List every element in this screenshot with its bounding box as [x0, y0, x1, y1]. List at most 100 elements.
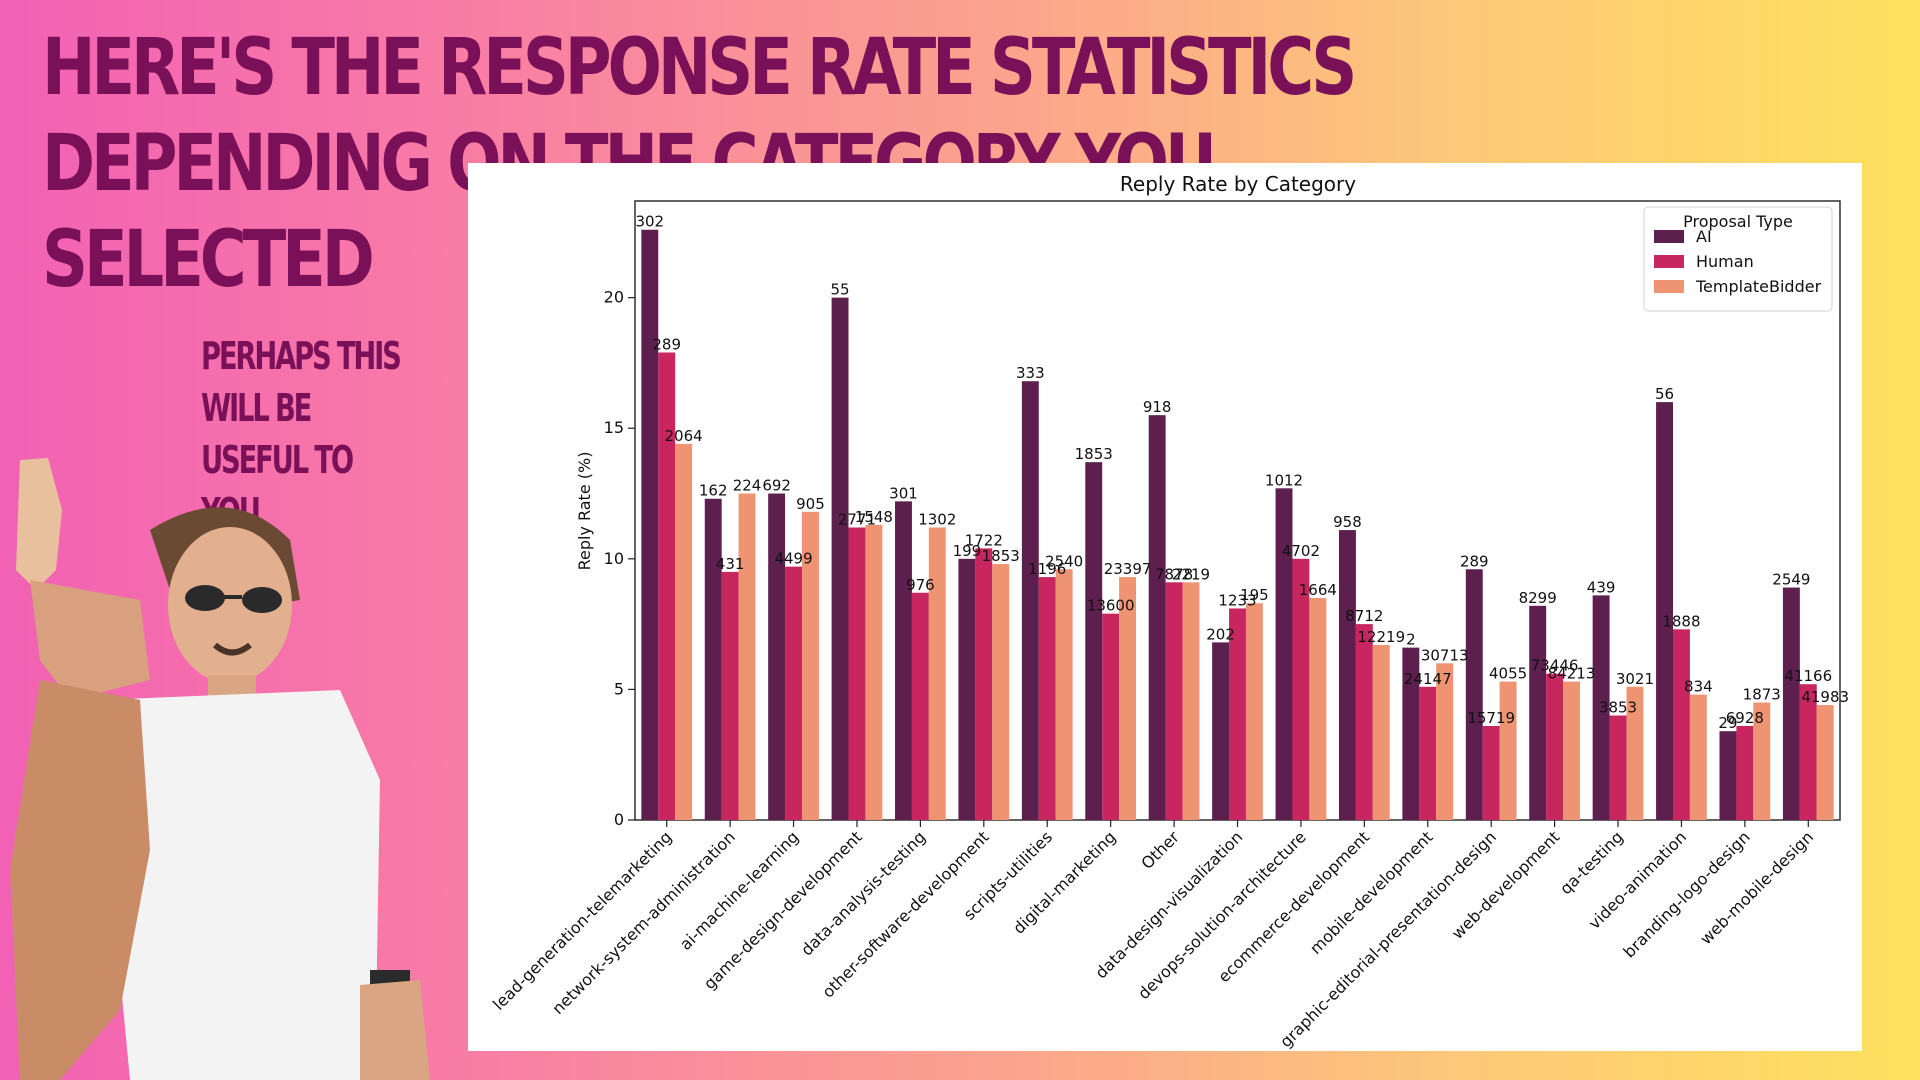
data-label: 2219 — [1172, 565, 1210, 583]
data-label: 1196 — [1028, 560, 1066, 578]
bar-ai-web-development — [1529, 605, 1547, 820]
data-label: 439 — [1587, 578, 1616, 596]
data-label: 4055 — [1489, 665, 1527, 683]
bar-ai-ecommerce-development — [1338, 530, 1356, 820]
data-label: 73446 — [1531, 657, 1579, 675]
x-tick-label: web-development — [1448, 827, 1564, 943]
x-axis: lead-generation-telemarketingnetwork-sys… — [489, 820, 1817, 1051]
bar-human-devops-solution-architecture — [1292, 558, 1310, 820]
bar-templatebidder-digital-marketing — [1119, 577, 1137, 820]
x-tick-label: mobile-development — [1306, 827, 1437, 958]
data-label: 301 — [889, 484, 918, 502]
legend-swatch — [1654, 280, 1684, 293]
y-tick-label: 15 — [604, 418, 624, 437]
data-label: 7878 — [1155, 565, 1193, 583]
bar-ai-qa-testing — [1592, 595, 1610, 820]
data-label: 84213 — [1548, 665, 1596, 683]
data-label: 29 — [1718, 714, 1737, 732]
data-label: 289 — [652, 335, 681, 353]
data-label: 1873 — [1743, 685, 1781, 703]
data-label: 333 — [1016, 364, 1045, 382]
legend-title: Proposal Type — [1683, 212, 1793, 231]
data-label: 2771 — [838, 510, 876, 528]
bar-ai-graphic-editorial-presentation-design — [1465, 569, 1483, 820]
data-label: 2549 — [1772, 571, 1810, 589]
data-label: 958 — [1333, 513, 1362, 531]
bar-human-scripts-utilities — [1038, 577, 1056, 820]
data-label: 8299 — [1519, 589, 1557, 607]
data-label: 30713 — [1421, 646, 1469, 664]
bar-ai-devops-solution-architecture — [1275, 488, 1293, 820]
bar-templatebidder-network-system-administration — [738, 493, 756, 820]
data-label: 56 — [1655, 385, 1674, 403]
bar-templatebidder-other-software-development — [992, 564, 1010, 820]
data-label: 23397 — [1104, 560, 1152, 578]
data-label: 195 — [1240, 586, 1269, 604]
y-axis-label: Reply Rate (%) — [575, 452, 594, 571]
data-label: 8712 — [1345, 607, 1383, 625]
data-label: 224 — [733, 477, 762, 495]
data-label: 918 — [1143, 398, 1172, 416]
bar-templatebidder-branding-logo-design — [1753, 702, 1771, 820]
bar-human-game-design-development — [848, 527, 866, 820]
legend-swatch — [1654, 230, 1684, 243]
x-tick-label: web-mobile-design — [1696, 827, 1817, 948]
slide-subhead: Perhaps this will be useful to you — [201, 334, 402, 534]
bar-human-data-analysis-testing — [911, 592, 929, 820]
bar-ai-other-software-development — [958, 558, 976, 820]
bar-templatebidder-video-animation — [1689, 694, 1707, 820]
bar-ai-branding-logo-design — [1719, 731, 1737, 820]
legend: Proposal Type AI Human TemplateBidder — [1643, 206, 1833, 312]
data-label: 1853 — [1075, 445, 1113, 463]
y-axis: 0 5 10 15 20 — [604, 288, 635, 829]
bar-templatebidder-other — [1182, 582, 1200, 820]
legend-label: Human — [1696, 252, 1754, 271]
bar-human-ai-machine-learning — [785, 566, 803, 820]
bar-ai-digital-marketing — [1085, 462, 1103, 820]
data-label: 24147 — [1404, 670, 1452, 688]
bar-ai-mobile-development — [1402, 647, 1420, 820]
bar-templatebidder-data-design-visualization — [1245, 603, 1263, 820]
data-label: 15719 — [1467, 709, 1515, 727]
data-label: 6928 — [1726, 709, 1764, 727]
bar-templatebidder-ai-machine-learning — [802, 511, 819, 820]
data-label: 834 — [1684, 678, 1713, 696]
bar-ai-network-system-administration — [704, 498, 722, 820]
reply-rate-chart: Reply Rate by Category Reply Rate (%) 0 5… — [489, 172, 1849, 1051]
bar-templatebidder-devops-solution-architecture — [1309, 597, 1327, 820]
bar-templatebidder-lead-generation-telemarketing — [675, 443, 693, 820]
bar-human-other-software-development — [975, 548, 993, 820]
data-label: 1012 — [1265, 471, 1303, 489]
data-label: 1853 — [982, 547, 1020, 565]
x-tick-label: branding-logo-design — [1620, 827, 1754, 961]
data-label: 3021 — [1616, 670, 1654, 688]
data-label: 4499 — [774, 550, 812, 568]
x-tick-label: Other — [1137, 827, 1183, 873]
data-label: 199 — [953, 542, 982, 560]
data-label: 431 — [716, 555, 745, 573]
data-label: 1548 — [855, 508, 893, 526]
data-label: 41166 — [1784, 667, 1832, 685]
bar-human-web-development — [1546, 673, 1564, 820]
bar-ai-ai-machine-learning — [768, 493, 786, 820]
data-label: 905 — [796, 495, 825, 513]
bar-human-digital-marketing — [1102, 613, 1120, 820]
data-label: 13600 — [1087, 597, 1135, 615]
data-label: 1664 — [1299, 581, 1337, 599]
legend-label: TemplateBidder — [1695, 277, 1822, 296]
x-tick-label: ai-machine-learning — [676, 827, 802, 953]
x-tick-label: data-analysis-testing — [797, 827, 929, 959]
data-label: 162 — [699, 482, 728, 500]
bar-ai-web-mobile-design — [1782, 587, 1800, 820]
y-tick-label: 10 — [604, 549, 624, 568]
bar-human-other — [1165, 582, 1183, 820]
bar-human-video-animation — [1672, 629, 1690, 820]
bar-human-web-mobile-design — [1799, 684, 1817, 820]
data-label: 1302 — [918, 510, 956, 528]
bar-templatebidder-web-development — [1563, 681, 1580, 820]
bar-human-lead-generation-telemarketing — [658, 352, 676, 820]
bar-human-qa-testing — [1609, 715, 1627, 820]
data-label: 289 — [1460, 552, 1489, 570]
bar-ai-other — [1148, 415, 1166, 820]
bar-templatebidder-graphic-editorial-presentation-design — [1499, 681, 1517, 820]
